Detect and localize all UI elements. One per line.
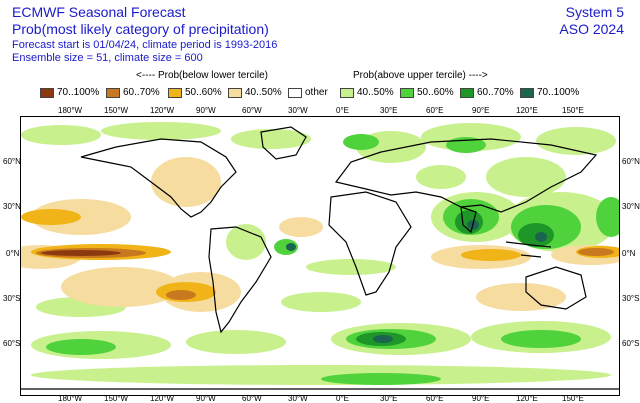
lon-label-bottom-150w: 150°W — [104, 394, 129, 403]
legend-label-above-60-70: 60..70% — [477, 87, 514, 98]
legend-swatch-above-50-60 — [400, 88, 414, 98]
lat-label-right-0n: 0°N — [622, 249, 636, 258]
legend-swatch-above-70-100 — [520, 88, 534, 98]
coastlines — [21, 126, 619, 390]
lon-label-top-60e: 60°E — [426, 106, 444, 115]
lon-label-bottom-30w: 30°W — [288, 394, 308, 403]
lon-label-top-0e: 0°E — [336, 106, 349, 115]
lat-label-left-30s: 30°S — [3, 294, 21, 303]
legend-swatch-below-50-60 — [168, 88, 182, 98]
lon-label-bottom-60w: 60°W — [242, 394, 262, 403]
lon-label-bottom-90e: 90°E — [472, 394, 490, 403]
lon-label-bottom-120w: 120°W — [150, 394, 175, 403]
lon-label-bottom-150e: 150°E — [562, 394, 584, 403]
lon-label-top-150w: 150°W — [104, 106, 129, 115]
legend-label-above-50-60: 50..60% — [417, 87, 454, 98]
forecast-subtitle: Prob(most likely category of precipitati… — [12, 21, 269, 37]
lat-label-left-30n: 30°N — [3, 202, 21, 211]
lon-label-bottom-180w: 180°W — [58, 394, 83, 403]
lon-label-top-120e: 120°E — [516, 106, 538, 115]
legend-label-below-40-50: 40..50% — [245, 87, 282, 98]
lat-label-left-60s: 60°S — [3, 339, 21, 348]
legend-swatch-other — [288, 88, 302, 98]
lat-label-right-60n: 60°N — [622, 157, 640, 166]
lat-label-right-60s: 60°S — [622, 339, 640, 348]
below-tercile-shading — [21, 157, 619, 312]
legend-swatch-below-70-100 — [40, 88, 54, 98]
legend-label-above-70-100: 70..100% — [537, 87, 580, 98]
lon-label-top-30e: 30°E — [380, 106, 398, 115]
lon-label-top-120w: 120°W — [150, 106, 175, 115]
lon-label-top-180w: 180°W — [58, 106, 83, 115]
forecast-start-info: Forecast start is 01/04/24, climate peri… — [12, 39, 278, 51]
lat-label-left-0n: 0°N — [6, 249, 20, 258]
legend-label-below-60-70: 60..70% — [123, 87, 160, 98]
lon-label-top-90w: 90°W — [196, 106, 216, 115]
lon-label-bottom-60e: 60°E — [426, 394, 444, 403]
legend-label-below-50-60: 50..60% — [185, 87, 222, 98]
legend-swatch-below-40-50 — [228, 88, 242, 98]
legend-label-other: other — [305, 87, 328, 98]
map-svg — [21, 122, 619, 390]
lon-label-top-150e: 150°E — [562, 106, 584, 115]
precipitation-probability-map — [20, 116, 620, 396]
above-tercile-caption: Prob(above upper tercile) ----> — [353, 70, 488, 81]
lon-label-top-60w: 60°W — [242, 106, 262, 115]
lat-label-left-60n: 60°N — [3, 157, 21, 166]
lat-label-right-30n: 30°N — [622, 202, 640, 211]
legend-swatch-below-60-70 — [106, 88, 120, 98]
ensemble-info: Ensemble size = 51, climate size = 600 — [12, 52, 203, 64]
lon-label-top-30w: 30°W — [288, 106, 308, 115]
season-label: ASO 2024 — [559, 21, 624, 37]
system-label: System 5 — [565, 4, 624, 20]
lon-label-top-90e: 90°E — [472, 106, 490, 115]
legend-swatch-above-40-50 — [340, 88, 354, 98]
lon-label-bottom-0e: 0°E — [336, 394, 349, 403]
forecast-title: ECMWF Seasonal Forecast — [12, 4, 186, 20]
below-tercile-caption: <---- Prob(below lower tercile) — [136, 70, 268, 81]
legend-swatch-above-60-70 — [460, 88, 474, 98]
lon-label-bottom-30e: 30°E — [380, 394, 398, 403]
lon-label-bottom-120e: 120°E — [516, 394, 538, 403]
lat-label-right-30s: 30°S — [622, 294, 640, 303]
legend-label-above-40-50: 40..50% — [357, 87, 394, 98]
lon-label-bottom-90w: 90°W — [196, 394, 216, 403]
legend-label-below-70-100: 70..100% — [57, 87, 100, 98]
